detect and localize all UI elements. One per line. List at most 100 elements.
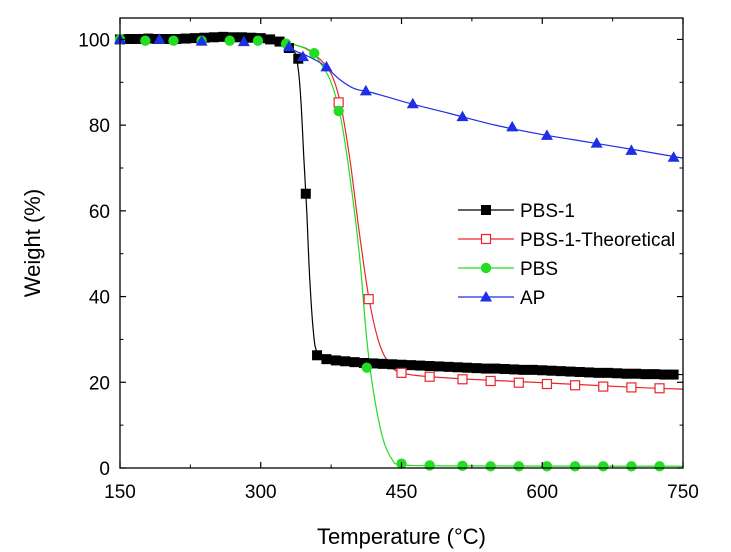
legend-label: PBS-1 <box>520 201 575 222</box>
data-point <box>140 35 151 46</box>
legend-item: PBS-1-Theoretical <box>458 230 675 251</box>
data-point <box>361 362 372 373</box>
data-point <box>513 461 524 472</box>
data-point <box>621 368 632 379</box>
data-point <box>574 367 585 377</box>
data-point <box>363 294 374 305</box>
data-point <box>485 461 496 472</box>
data-point <box>368 358 379 369</box>
data-point <box>359 84 372 96</box>
data-point <box>434 361 445 372</box>
data-point <box>190 33 201 44</box>
data-point <box>168 35 179 46</box>
data-point <box>626 382 637 393</box>
data-point <box>252 35 264 46</box>
data-point <box>387 359 398 370</box>
data-point <box>659 369 670 380</box>
data-point <box>274 36 285 47</box>
data-point <box>598 381 609 392</box>
data-point <box>509 364 520 375</box>
data-point <box>406 97 419 109</box>
data-point <box>236 32 247 43</box>
data-point <box>293 53 304 64</box>
data-point <box>161 34 172 44</box>
data-point <box>452 362 463 373</box>
y-tick-label: 60 <box>89 202 110 223</box>
data-point <box>340 356 351 367</box>
data-point <box>565 366 576 377</box>
series-markers-1 <box>333 97 665 394</box>
legend-label: PBS-1-Theoretical <box>520 230 675 251</box>
data-point <box>321 354 332 365</box>
data-point <box>224 35 235 46</box>
data-point <box>296 50 309 62</box>
data-point <box>320 60 333 72</box>
data-point <box>590 137 603 148</box>
y-tick-label: 40 <box>89 288 110 309</box>
legend-item: PBS-1 <box>458 201 575 222</box>
data-point <box>424 361 435 371</box>
legend: PBS-1 PBS-1-Theoretical PBS AP <box>458 201 675 309</box>
data-point <box>405 360 416 371</box>
data-point <box>218 31 229 42</box>
data-point <box>485 375 496 387</box>
data-point <box>541 461 553 472</box>
series-line <box>119 38 684 159</box>
data-point <box>593 367 604 378</box>
data-point <box>330 355 341 366</box>
legend-item: AP <box>458 288 545 309</box>
data-point <box>457 374 468 385</box>
data-point <box>457 460 468 472</box>
data-point <box>541 378 553 390</box>
data-point <box>415 360 426 371</box>
data-point <box>537 365 548 376</box>
data-point <box>456 110 469 122</box>
data-point <box>480 363 491 374</box>
x-tick-label: 150 <box>104 482 136 503</box>
y-tick-label: 0 <box>99 459 110 480</box>
data-point <box>540 129 553 140</box>
data-point <box>333 105 344 117</box>
legend-swatch-marker <box>480 233 492 245</box>
data-point <box>631 368 642 379</box>
data-point <box>625 144 638 155</box>
data-point <box>598 461 609 472</box>
data-point <box>349 357 360 368</box>
data-point <box>333 97 344 108</box>
data-point <box>612 368 623 379</box>
x-axis-title: Temperature (°C) <box>317 524 486 549</box>
data-point <box>569 380 581 391</box>
data-point <box>396 359 407 370</box>
data-point <box>667 151 680 162</box>
data-point <box>309 47 320 59</box>
data-point <box>654 383 665 394</box>
data-point <box>668 369 679 380</box>
data-point <box>300 188 311 199</box>
data-point <box>518 364 529 375</box>
data-point <box>654 461 665 472</box>
data-point <box>424 460 435 471</box>
data-point <box>546 365 557 376</box>
plot-area <box>114 31 684 472</box>
data-point <box>499 364 510 374</box>
data-point <box>424 371 435 382</box>
y-tick-label: 20 <box>89 373 110 394</box>
data-point <box>358 358 369 368</box>
x-tick-label: 750 <box>667 482 699 503</box>
legend-swatch-marker <box>480 291 492 302</box>
data-point <box>443 361 454 372</box>
data-point <box>195 35 208 46</box>
data-point <box>649 369 660 380</box>
series-markers-3 <box>114 33 680 162</box>
data-point <box>237 35 250 47</box>
data-point <box>569 461 581 472</box>
data-point <box>282 40 295 52</box>
x-tick-label: 300 <box>245 482 277 503</box>
data-point <box>626 461 637 472</box>
data-point <box>396 367 407 378</box>
legend-item: PBS <box>458 259 558 280</box>
data-point <box>471 363 482 374</box>
legend-swatch-marker <box>481 205 491 215</box>
data-point <box>377 358 388 369</box>
data-point <box>133 34 144 44</box>
